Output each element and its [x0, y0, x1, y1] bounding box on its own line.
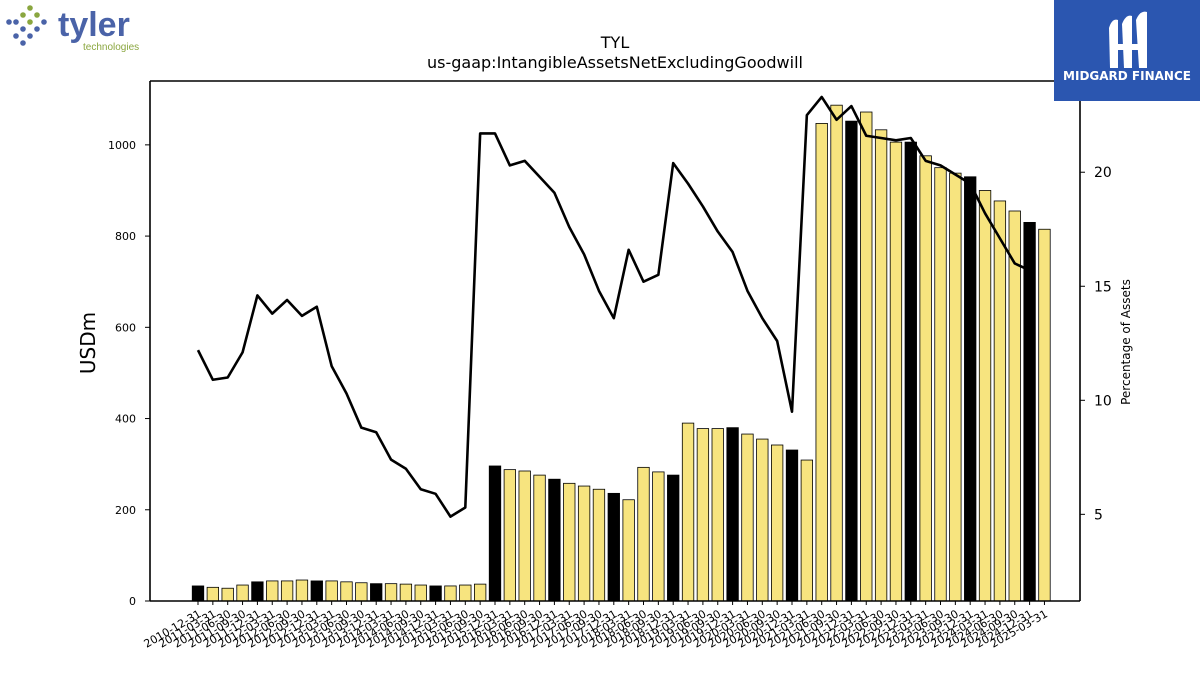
bar — [978, 190, 992, 602]
y-axis-label: USDm — [76, 312, 100, 374]
bar — [533, 474, 546, 602]
bar — [221, 587, 234, 602]
y-tick-label: 400 — [115, 413, 136, 426]
y2-tick-label: 10 — [1094, 393, 1112, 409]
bar — [815, 123, 828, 602]
bar — [414, 584, 427, 602]
y-tick-label: 800 — [115, 230, 136, 243]
bar — [1023, 221, 1036, 602]
bar — [518, 470, 531, 602]
bar — [592, 488, 606, 602]
midgard-finance-logo: MIDGARD FINANCE — [1054, 0, 1200, 101]
bar — [251, 581, 264, 602]
bar — [919, 155, 932, 602]
bar — [1008, 210, 1021, 602]
bar — [384, 583, 398, 602]
bar — [325, 580, 338, 602]
bar — [340, 581, 353, 602]
bar — [280, 580, 294, 602]
bar — [310, 580, 323, 602]
tyler-logo-text: tyler — [58, 6, 130, 44]
bar — [830, 104, 843, 602]
bar — [399, 583, 413, 602]
bar — [206, 586, 220, 602]
bar — [295, 579, 309, 602]
bar — [949, 172, 962, 602]
bar — [444, 585, 457, 602]
chart-subtitle: us-gaap:IntangibleAssetsNetExcludingGood… — [427, 53, 803, 72]
y-tick-label: 200 — [115, 504, 136, 517]
bar — [607, 492, 620, 602]
bar — [652, 471, 665, 602]
bar — [681, 422, 695, 602]
series-line — [196, 95, 1031, 518]
midgard-mark-icon — [1109, 11, 1147, 68]
bar — [473, 583, 487, 602]
bar — [1038, 228, 1051, 602]
bar — [800, 459, 813, 602]
y-tick-label: 1000 — [108, 139, 136, 152]
bar — [889, 141, 903, 602]
midgard-logo-text: MIDGARD FINANCE — [1063, 69, 1191, 83]
bar — [756, 438, 769, 602]
bar — [637, 466, 650, 602]
y2-axis-label: Percentage of Assets — [1119, 279, 1133, 405]
tyler-dots-icon — [6, 5, 47, 46]
bar — [488, 465, 502, 602]
bar — [993, 200, 1007, 602]
bar — [785, 449, 799, 602]
bar — [459, 584, 472, 602]
bar — [503, 469, 517, 602]
y2-tick-label: 15 — [1094, 279, 1112, 295]
bar — [622, 499, 635, 602]
bar — [355, 582, 368, 602]
tyler-logo: tyler technologies — [0, 0, 150, 60]
tyler-logo-subtext: technologies — [83, 42, 139, 53]
bar — [548, 478, 561, 602]
bar — [964, 176, 977, 602]
bar — [429, 585, 442, 602]
y-tick-label: 0 — [129, 595, 136, 608]
bar — [711, 428, 724, 602]
bar — [726, 427, 739, 602]
bar — [266, 580, 279, 602]
bar — [696, 428, 710, 602]
bar — [577, 485, 591, 602]
y2-tick-label: 20 — [1094, 165, 1112, 181]
bar — [191, 585, 205, 602]
y2-tick-label: 5 — [1094, 507, 1103, 523]
chart-title: TYL — [600, 33, 630, 52]
y-tick-label: 600 — [115, 321, 136, 334]
bar — [904, 141, 917, 602]
bar — [860, 111, 873, 602]
bar — [563, 482, 576, 602]
bar — [874, 129, 888, 602]
bar — [741, 433, 754, 602]
bar — [845, 120, 858, 602]
bar — [771, 444, 784, 602]
bar — [667, 474, 680, 602]
bar — [934, 167, 947, 602]
bar — [370, 583, 383, 602]
bar — [236, 584, 249, 602]
